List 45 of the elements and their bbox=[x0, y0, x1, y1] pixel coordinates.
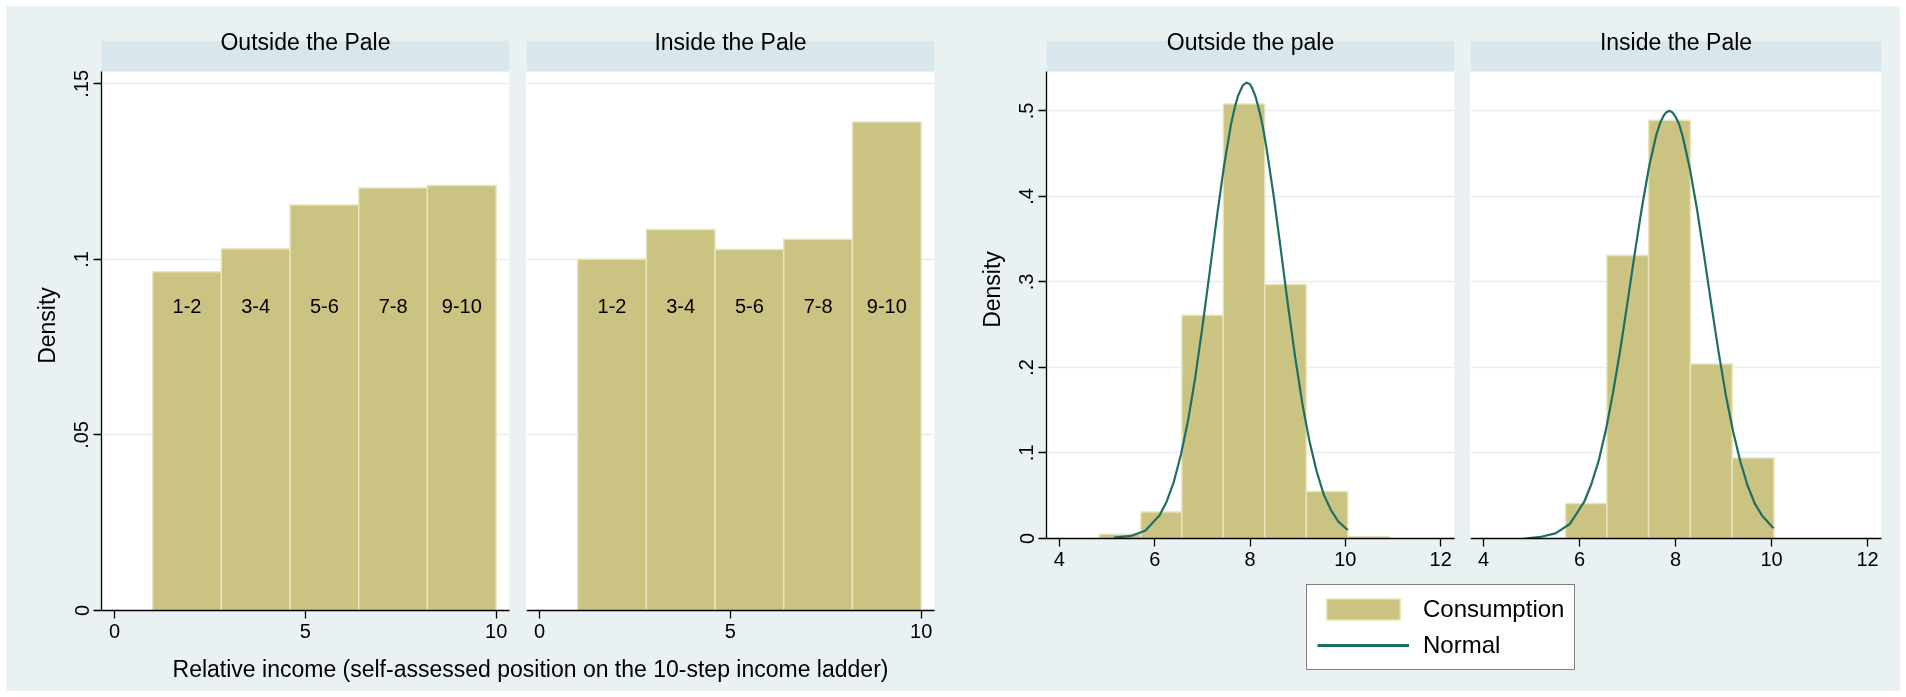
x-tick-label: 12 bbox=[1856, 547, 1879, 570]
x-tick-label: 8 bbox=[1669, 547, 1682, 570]
y-axis-title: Density bbox=[33, 286, 60, 364]
x-tick-label: 10 bbox=[1760, 547, 1783, 570]
chart-title: Outside the pale bbox=[1166, 29, 1335, 55]
x-tick-label: 10 bbox=[910, 619, 933, 642]
data-label: 3-4 bbox=[241, 294, 271, 317]
y-axis-title: Density bbox=[978, 250, 1005, 328]
y-tick-label: 0 bbox=[70, 604, 93, 617]
x-tick-label: 8 bbox=[1244, 547, 1256, 570]
data-label: 1-2 bbox=[597, 294, 627, 317]
data-label: 9-10 bbox=[866, 294, 907, 317]
legend-label: Normal bbox=[1423, 631, 1501, 659]
x-tick-label: 10 bbox=[485, 619, 508, 642]
x-tick-label: 6 bbox=[1573, 547, 1586, 570]
y-tick-label: .3 bbox=[1015, 273, 1038, 291]
data-label: 5-6 bbox=[309, 294, 339, 317]
chart-title: Outside the Pale bbox=[220, 29, 391, 55]
y-tick-label: .15 bbox=[70, 69, 93, 98]
x-tick-label: 10 bbox=[1334, 547, 1357, 570]
x-tick-label: 5 bbox=[299, 619, 311, 642]
x-tick-label: 0 bbox=[533, 619, 546, 642]
y-tick-label: .2 bbox=[1015, 359, 1038, 376]
chart-title: Inside the Pale bbox=[1599, 29, 1753, 55]
x-tick-label: 4 bbox=[1053, 547, 1065, 570]
data-label: 5-6 bbox=[734, 294, 764, 317]
y-tick-label: .05 bbox=[70, 421, 93, 449]
data-label: 1-2 bbox=[172, 294, 202, 317]
data-label: 9-10 bbox=[441, 294, 482, 317]
x-tick-label: 6 bbox=[1149, 547, 1161, 570]
x-axis-title: Relative income (self-assessed position on the 10-step income ladder) bbox=[172, 655, 889, 682]
x-tick-label: 5 bbox=[724, 619, 736, 642]
y-tick-label: .1 bbox=[70, 251, 93, 268]
x-tick-label: 0 bbox=[108, 619, 121, 642]
y-tick-label: .5 bbox=[1015, 102, 1038, 120]
data-label: 7-8 bbox=[803, 294, 833, 317]
x-tick-label: 4 bbox=[1477, 547, 1490, 570]
data-label: 7-8 bbox=[378, 294, 408, 317]
legend-label: Consumption bbox=[1423, 595, 1565, 623]
x-tick-label: 12 bbox=[1429, 547, 1452, 570]
y-tick-label: .4 bbox=[1015, 188, 1038, 205]
y-tick-label: .1 bbox=[1015, 444, 1038, 462]
data-label: 3-4 bbox=[666, 294, 696, 317]
y-tick-label: 0 bbox=[1015, 532, 1038, 545]
chart-title: Inside the Pale bbox=[654, 29, 807, 55]
